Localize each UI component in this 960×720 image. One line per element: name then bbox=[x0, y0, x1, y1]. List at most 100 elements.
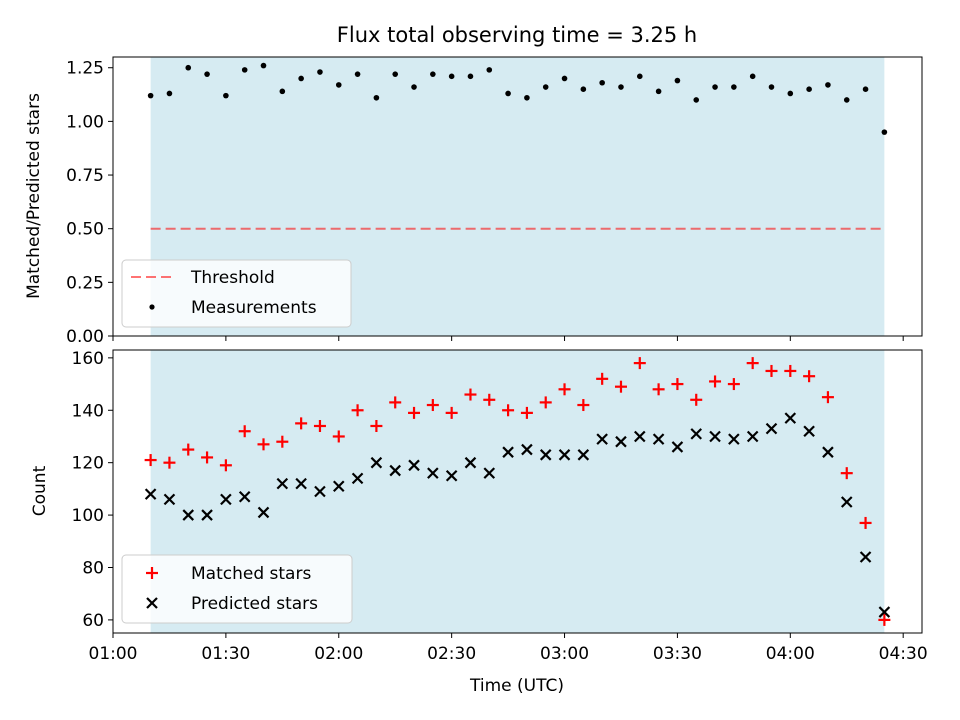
matched-point bbox=[276, 435, 289, 448]
matched-point bbox=[332, 430, 345, 443]
predicted-point-b bbox=[276, 477, 289, 490]
measurement-point bbox=[862, 86, 869, 92]
matched-point bbox=[840, 467, 853, 480]
matched-point bbox=[351, 404, 364, 417]
measurement-point bbox=[373, 94, 380, 101]
predicted-point-b bbox=[464, 456, 477, 469]
measurement-point bbox=[881, 129, 888, 135]
predicted-point-b bbox=[822, 446, 834, 458]
legend-threshold-label: Threshold bbox=[190, 268, 275, 288]
measurement-point bbox=[618, 84, 624, 90]
predicted-point-b bbox=[238, 490, 251, 503]
predicted-point bbox=[238, 490, 251, 503]
x-axis-label: Time (UTC) bbox=[469, 676, 564, 696]
matched-point bbox=[502, 404, 515, 417]
predicted-point bbox=[502, 446, 514, 458]
matched-point bbox=[765, 364, 778, 377]
predicted-point bbox=[577, 449, 590, 461]
matched-point bbox=[803, 370, 816, 383]
bottom-ytick-label: 100 bbox=[72, 506, 104, 526]
predicted-point bbox=[840, 496, 853, 508]
measurement-point bbox=[674, 77, 681, 84]
predicted-point-b bbox=[144, 488, 157, 500]
predicted-point-b bbox=[163, 493, 176, 506]
measurement-point bbox=[317, 69, 323, 75]
predicted-point bbox=[163, 493, 176, 506]
predicted-point-b bbox=[427, 467, 439, 479]
predicted-point-b bbox=[220, 493, 232, 506]
legend-matched-swatch bbox=[146, 567, 158, 579]
predicted-point-b bbox=[859, 551, 872, 563]
legend-measurements-label: Measurements bbox=[191, 298, 317, 318]
predicted-point-b bbox=[615, 435, 627, 448]
measurement-point bbox=[147, 92, 154, 99]
legend-predicted-label: Predicted stars bbox=[191, 594, 318, 614]
measurement-point bbox=[825, 82, 831, 88]
predicted-point-b bbox=[558, 449, 571, 461]
predicted-point bbox=[671, 441, 684, 453]
bottom-ylabel: Count bbox=[30, 465, 50, 516]
predicted-point bbox=[784, 412, 797, 424]
predicted-point-b bbox=[483, 467, 496, 479]
measurement-point bbox=[204, 71, 210, 77]
top-axes-frame bbox=[112, 56, 923, 337]
measurement-point bbox=[636, 73, 643, 80]
measurement-point bbox=[335, 82, 342, 88]
predicted-point bbox=[389, 464, 401, 477]
measurement-point bbox=[505, 90, 511, 97]
predicted-point bbox=[220, 493, 232, 506]
matched-point bbox=[201, 451, 214, 464]
measurement-point bbox=[655, 88, 662, 95]
predicted-point bbox=[483, 467, 496, 479]
predicted-point bbox=[314, 485, 326, 498]
measurement-point bbox=[542, 84, 549, 90]
matched-point bbox=[539, 396, 552, 409]
measurement-point bbox=[241, 67, 248, 73]
measurement-point bbox=[467, 73, 474, 80]
matched-point bbox=[596, 372, 609, 385]
predicted-point bbox=[257, 506, 270, 519]
predicted-point bbox=[652, 433, 665, 445]
top-legend: Threshold Measurements bbox=[121, 259, 352, 328]
predicted-series bbox=[144, 412, 891, 618]
matched-point bbox=[746, 357, 759, 370]
bottom-legend: Matched stars Predicted stars bbox=[121, 554, 353, 624]
predicted-point-b bbox=[765, 422, 778, 435]
predicted-point bbox=[690, 428, 703, 440]
matched-point bbox=[878, 613, 891, 626]
matched-point bbox=[295, 417, 308, 430]
top-ytick-label: 0.50 bbox=[66, 220, 104, 240]
measurement-point bbox=[599, 79, 605, 86]
predicted-point bbox=[276, 477, 289, 490]
top-xticks bbox=[112, 336, 904, 341]
bottom-xtick-label: 04:30 bbox=[879, 644, 928, 664]
matched-point bbox=[370, 419, 383, 432]
predicted-point-b bbox=[201, 509, 213, 521]
matched-point bbox=[558, 383, 571, 396]
predicted-point-b bbox=[351, 472, 364, 485]
bottom-ytick-label: 80 bbox=[82, 558, 104, 578]
measurement-point bbox=[298, 75, 304, 82]
measurement-point bbox=[166, 90, 173, 97]
predicted-point bbox=[521, 443, 533, 456]
predicted-point-b bbox=[370, 456, 383, 469]
measurement-point bbox=[223, 92, 229, 99]
bottom-xtick-label: 02:00 bbox=[314, 644, 363, 664]
matched-point bbox=[389, 396, 402, 409]
matched-point bbox=[182, 443, 195, 456]
matched-point bbox=[614, 380, 627, 393]
bottom-xtick-label: 01:00 bbox=[89, 644, 138, 664]
legend-predicted-swatch bbox=[146, 597, 158, 609]
predicted-point bbox=[144, 488, 157, 500]
predicted-point bbox=[765, 422, 778, 435]
predicted-point-b bbox=[314, 485, 326, 498]
matched-point bbox=[163, 456, 176, 469]
matched-point bbox=[257, 438, 270, 451]
matched-point bbox=[671, 378, 684, 391]
top-panel: 0.00 0.25 0.50 0.75 1.00 1.25 Matched/Predict… bbox=[24, 56, 923, 347]
bottom-ytick-label: 120 bbox=[72, 454, 104, 474]
bottom-xtick-label: 03:00 bbox=[540, 644, 589, 664]
matched-point bbox=[633, 357, 646, 370]
bottom-xtick-label: 02:30 bbox=[427, 644, 476, 664]
